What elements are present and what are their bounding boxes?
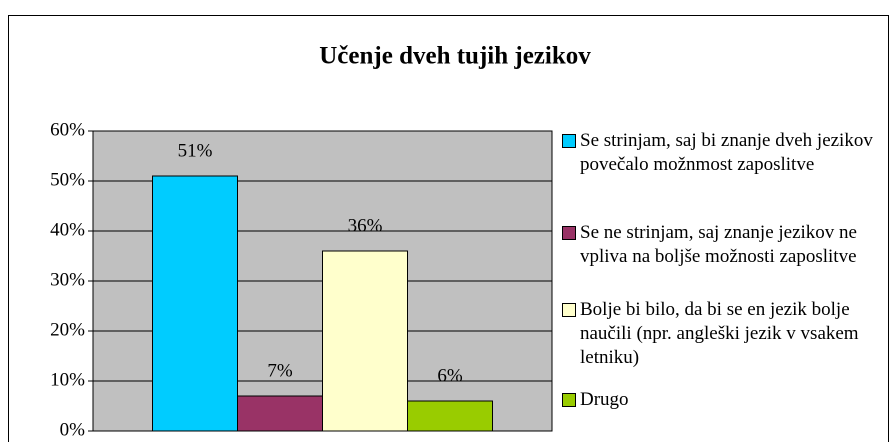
legend-swatch bbox=[562, 134, 576, 148]
data-label: 36% bbox=[348, 215, 383, 236]
legend-swatch bbox=[562, 226, 576, 240]
legend-label: Drugo bbox=[580, 389, 629, 410]
bar bbox=[237, 395, 323, 432]
data-label: 51% bbox=[178, 140, 213, 161]
y-tick-label: 10% bbox=[50, 369, 85, 390]
legend-swatch bbox=[562, 393, 576, 407]
y-tick-label: 40% bbox=[50, 219, 85, 240]
data-label: 6% bbox=[437, 365, 463, 386]
bar bbox=[322, 250, 408, 432]
legend-entry: Se strinjam, saj bi znanje dveh jezikov … bbox=[562, 129, 890, 177]
chart-title: Učenje dveh tujih jezikov bbox=[319, 43, 591, 70]
y-tick-label: 60% bbox=[50, 119, 85, 140]
data-label: 7% bbox=[267, 360, 293, 381]
legend-entry: Bolje bi bilo, da bi se en jezik bolje n… bbox=[562, 298, 890, 370]
y-tick-label: 30% bbox=[50, 269, 85, 290]
y-tick-label: 0% bbox=[60, 419, 86, 440]
legend-label: Se strinjam, saj bi znanje dveh jezikov … bbox=[580, 130, 873, 175]
legend-entry: Drugo bbox=[562, 388, 890, 412]
legend-label: Se ne strinjam, saj znanje jezikov ne vp… bbox=[580, 222, 857, 267]
y-tick-label: 50% bbox=[50, 169, 85, 190]
legend-entry: Se ne strinjam, saj znanje jezikov ne vp… bbox=[562, 221, 890, 269]
y-tick-label: 20% bbox=[50, 319, 85, 340]
bar bbox=[152, 175, 238, 432]
legend-label: Bolje bi bilo, da bi se en jezik bolje n… bbox=[580, 299, 859, 368]
bar bbox=[407, 400, 493, 432]
legend-swatch bbox=[562, 303, 576, 317]
